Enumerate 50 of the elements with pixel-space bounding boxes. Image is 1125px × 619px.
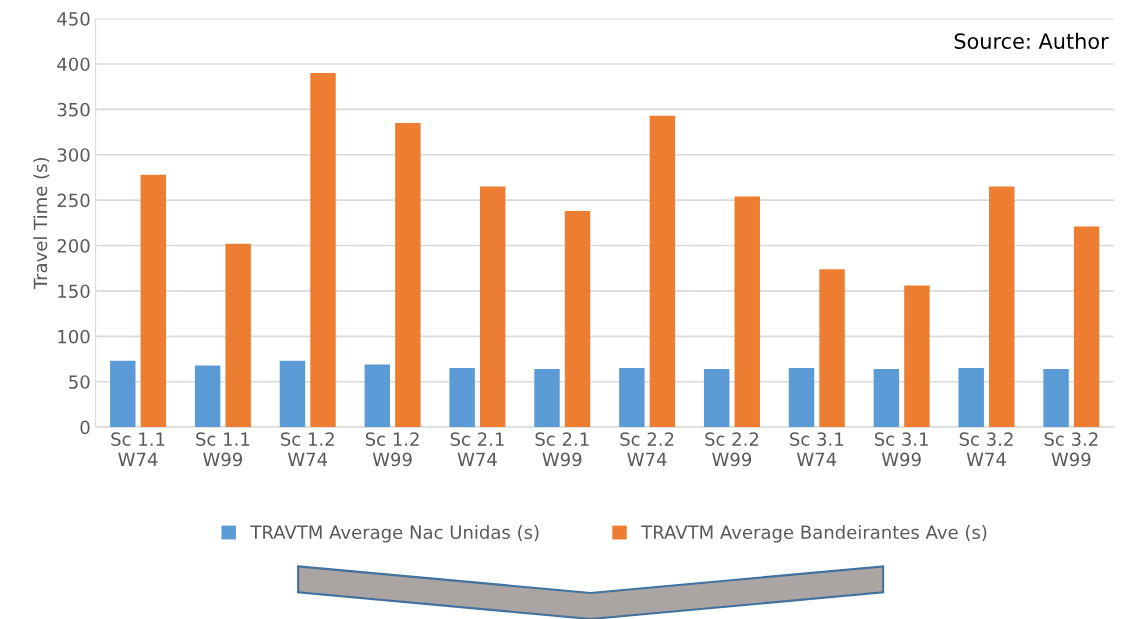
- y-tick-label: 450: [57, 12, 90, 26]
- x-tick-label: Sc 2.1 W74: [450, 432, 504, 466]
- annotation: Source: Author: [954, 32, 1109, 49]
- bar: [140, 174, 167, 428]
- legend-label: TRAVTM Average Nac Unidas (s): [250, 525, 539, 543]
- x-tick-label: Sc 3.1 W99: [874, 432, 928, 467]
- x-tick-label: Sc 2.2 W74: [620, 432, 674, 466]
- bar: [225, 243, 251, 428]
- bar: [449, 368, 475, 428]
- bar: [873, 369, 900, 428]
- y-tick-label: 100: [58, 329, 90, 344]
- x-tick-label: Sc 3.2 W74: [959, 432, 1013, 466]
- y-tick-label: 0: [80, 420, 90, 435]
- bar: [364, 364, 391, 428]
- x-tick-label: Sc 1.2 W74: [281, 432, 334, 466]
- bar: [479, 186, 506, 428]
- bar: [194, 365, 221, 428]
- bar: [1043, 369, 1069, 428]
- y-tick-label: 200: [57, 239, 90, 253]
- x-tick-label: Sc 2.1 W99: [535, 432, 589, 467]
- x-tick-label: Sc 1.1 W99: [196, 432, 250, 467]
- bar: [619, 368, 645, 428]
- bar: [110, 360, 136, 428]
- bar: [395, 122, 421, 428]
- bar: [649, 115, 676, 428]
- bar: [1073, 226, 1100, 428]
- bar: [904, 285, 930, 428]
- bar: [703, 369, 730, 428]
- bar: [310, 73, 336, 428]
- bar: [788, 368, 815, 428]
- y-tick-label: 250: [57, 193, 90, 208]
- y-tick-label: 50: [69, 375, 90, 389]
- x-tick-label: Sc 2.2 W99: [705, 432, 759, 467]
- bar: [534, 369, 560, 428]
- bar: [564, 211, 591, 428]
- y-tick-label: 300: [57, 148, 90, 162]
- bar: [279, 360, 306, 428]
- y-tick-label: 150: [58, 284, 90, 299]
- y-axis-title: Travel Time (s): [33, 157, 50, 290]
- y-tick-label: 350: [57, 102, 90, 117]
- bar: [819, 269, 845, 428]
- x-tick-label: Sc 1.1 W74: [111, 432, 165, 466]
- bar: [958, 368, 984, 428]
- bar: [989, 186, 1015, 428]
- bar: [734, 196, 760, 428]
- legend-label: TRAVTM Average Bandeirantes Ave (s): [641, 525, 987, 543]
- x-tick-label: Sc 3.2 W99: [1044, 432, 1098, 467]
- x-tick-label: Sc 3.1 W74: [790, 432, 844, 466]
- y-tick-label: 400: [57, 57, 90, 72]
- x-tick-label: Sc 1.2 W99: [365, 432, 419, 467]
